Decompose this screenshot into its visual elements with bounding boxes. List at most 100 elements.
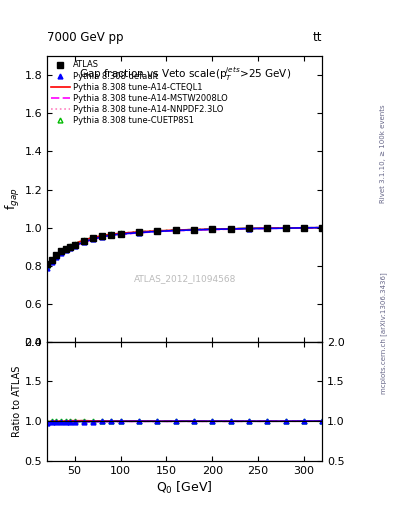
Pythia 8.308 tune-A14-CTEQL1 [301,225,306,231]
Text: ATLAS_2012_I1094568: ATLAS_2012_I1094568 [134,274,236,284]
ATLAS [45,261,50,267]
Pythia 8.308 tune-A14-MSTW2008LO [109,232,114,239]
Pythia 8.308 tune-A14-NNPDF2.3LO [81,239,86,245]
Pythia 8.308 tune-A14-NNPDF2.3LO [155,228,160,234]
ATLAS [246,225,251,231]
Pythia 8.308 tune-A14-CTEQL1 [100,232,105,239]
Pythia 8.308 tune-CUETP8S1 [191,226,196,232]
Line: Pythia 8.308 tune-A14-MSTW2008LO: Pythia 8.308 tune-A14-MSTW2008LO [47,228,322,269]
Pythia 8.308 tune-CUETP8S1 [155,228,160,234]
Pythia 8.308 tune-A14-NNPDF2.3LO [109,232,114,239]
Pythia 8.308 tune-A14-CTEQL1 [118,230,123,237]
Pythia 8.308 tune-CUETP8S1 [136,229,141,235]
Pythia 8.308 tune-A14-NNPDF2.3LO [265,225,270,231]
Pythia 8.308 tune-A14-NNPDF2.3LO [50,260,54,266]
Pythia 8.308 tune-CUETP8S1 [246,225,251,231]
Pythia 8.308 default [68,245,72,251]
Pythia 8.308 default [100,233,105,240]
Pythia 8.308 tune-A14-NNPDF2.3LO [118,231,123,238]
Pythia 8.308 tune-CUETP8S1 [173,227,178,233]
Text: 7000 GeV pp: 7000 GeV pp [47,31,124,44]
Pythia 8.308 default [301,225,306,231]
Pythia 8.308 tune-CUETP8S1 [265,225,270,231]
Pythia 8.308 tune-A14-CTEQL1 [59,248,63,254]
ATLAS [72,242,77,248]
ATLAS [63,245,68,251]
Pythia 8.308 tune-CUETP8S1 [81,237,86,243]
Pythia 8.308 tune-A14-CTEQL1 [283,225,288,231]
X-axis label: Q$_0$ [GeV]: Q$_0$ [GeV] [156,480,213,496]
ATLAS [283,225,288,231]
Pythia 8.308 tune-CUETP8S1 [68,243,72,249]
Pythia 8.308 default [246,225,251,231]
Pythia 8.308 default [320,225,325,231]
Pythia 8.308 tune-A14-NNPDF2.3LO [100,234,105,240]
ATLAS [118,230,123,237]
Pythia 8.308 tune-A14-MSTW2008LO [45,266,50,272]
ATLAS [100,233,105,239]
Pythia 8.308 tune-A14-NNPDF2.3LO [173,228,178,234]
Text: Rivet 3.1.10, ≥ 100k events: Rivet 3.1.10, ≥ 100k events [380,104,386,203]
Line: Pythia 8.308 tune-CUETP8S1: Pythia 8.308 tune-CUETP8S1 [45,225,325,268]
Pythia 8.308 default [54,254,59,260]
Pythia 8.308 default [173,227,178,233]
Pythia 8.308 default [63,247,68,253]
Pythia 8.308 tune-A14-NNPDF2.3LO [210,226,215,232]
Pythia 8.308 tune-A14-CTEQL1 [109,231,114,238]
Pythia 8.308 tune-A14-CTEQL1 [155,228,160,234]
Pythia 8.308 tune-A14-NNPDF2.3LO [301,225,306,231]
Pythia 8.308 tune-A14-CTEQL1 [50,257,54,263]
Y-axis label: Ratio to ATLAS: Ratio to ATLAS [12,366,22,437]
Pythia 8.308 tune-CUETP8S1 [59,248,63,254]
Pythia 8.308 default [191,227,196,233]
Pythia 8.308 default [109,232,114,238]
Pythia 8.308 tune-A14-CTEQL1 [45,263,50,269]
Pythia 8.308 tune-A14-MSTW2008LO [246,226,251,232]
Text: Gap fraction vs Veto scale(p$_T^{jets}$>25 GeV): Gap fraction vs Veto scale(p$_T^{jets}$>… [79,65,291,83]
Pythia 8.308 default [59,250,63,257]
Pythia 8.308 tune-A14-NNPDF2.3LO [191,227,196,233]
Pythia 8.308 tune-A14-CTEQL1 [136,229,141,235]
Pythia 8.308 tune-A14-MSTW2008LO [155,228,160,234]
Pythia 8.308 tune-A14-CTEQL1 [320,225,325,231]
Line: Pythia 8.308 tune-A14-NNPDF2.3LO: Pythia 8.308 tune-A14-NNPDF2.3LO [47,228,322,269]
Line: Pythia 8.308 default: Pythia 8.308 default [45,225,325,270]
ATLAS [265,225,270,231]
Pythia 8.308 default [45,265,50,271]
ATLAS [228,226,233,232]
Pythia 8.308 tune-A14-NNPDF2.3LO [63,248,68,254]
Pythia 8.308 tune-CUETP8S1 [72,241,77,247]
Pythia 8.308 tune-A14-MSTW2008LO [301,225,306,231]
Pythia 8.308 default [265,225,270,231]
Pythia 8.308 tune-CUETP8S1 [63,245,68,251]
Pythia 8.308 tune-CUETP8S1 [118,230,123,237]
Pythia 8.308 tune-A14-CTEQL1 [210,226,215,232]
Pythia 8.308 default [155,228,160,234]
Pythia 8.308 tune-A14-CTEQL1 [228,226,233,232]
Pythia 8.308 tune-A14-MSTW2008LO [63,248,68,254]
Pythia 8.308 tune-A14-MSTW2008LO [283,225,288,231]
Pythia 8.308 tune-CUETP8S1 [283,225,288,231]
Pythia 8.308 tune-A14-MSTW2008LO [81,239,86,245]
Pythia 8.308 tune-CUETP8S1 [301,225,306,231]
Pythia 8.308 tune-A14-CTEQL1 [68,243,72,249]
ATLAS [91,235,95,241]
Text: tt: tt [313,31,322,44]
Pythia 8.308 tune-A14-MSTW2008LO [91,237,95,243]
Pythia 8.308 tune-A14-NNPDF2.3LO [68,245,72,251]
Pythia 8.308 tune-A14-MSTW2008LO [265,225,270,231]
ATLAS [136,229,141,236]
Line: ATLAS: ATLAS [44,225,325,267]
Pythia 8.308 tune-A14-MSTW2008LO [136,230,141,236]
Pythia 8.308 tune-CUETP8S1 [320,225,325,231]
ATLAS [50,257,54,263]
Pythia 8.308 default [283,225,288,231]
Pythia 8.308 tune-CUETP8S1 [228,226,233,232]
Pythia 8.308 tune-A14-NNPDF2.3LO [283,225,288,231]
Pythia 8.308 default [91,236,95,242]
Pythia 8.308 tune-A14-MSTW2008LO [191,227,196,233]
Pythia 8.308 tune-A14-MSTW2008LO [320,225,325,231]
Pythia 8.308 tune-A14-CTEQL1 [265,225,270,231]
Pythia 8.308 tune-A14-MSTW2008LO [68,245,72,251]
ATLAS [54,252,59,258]
